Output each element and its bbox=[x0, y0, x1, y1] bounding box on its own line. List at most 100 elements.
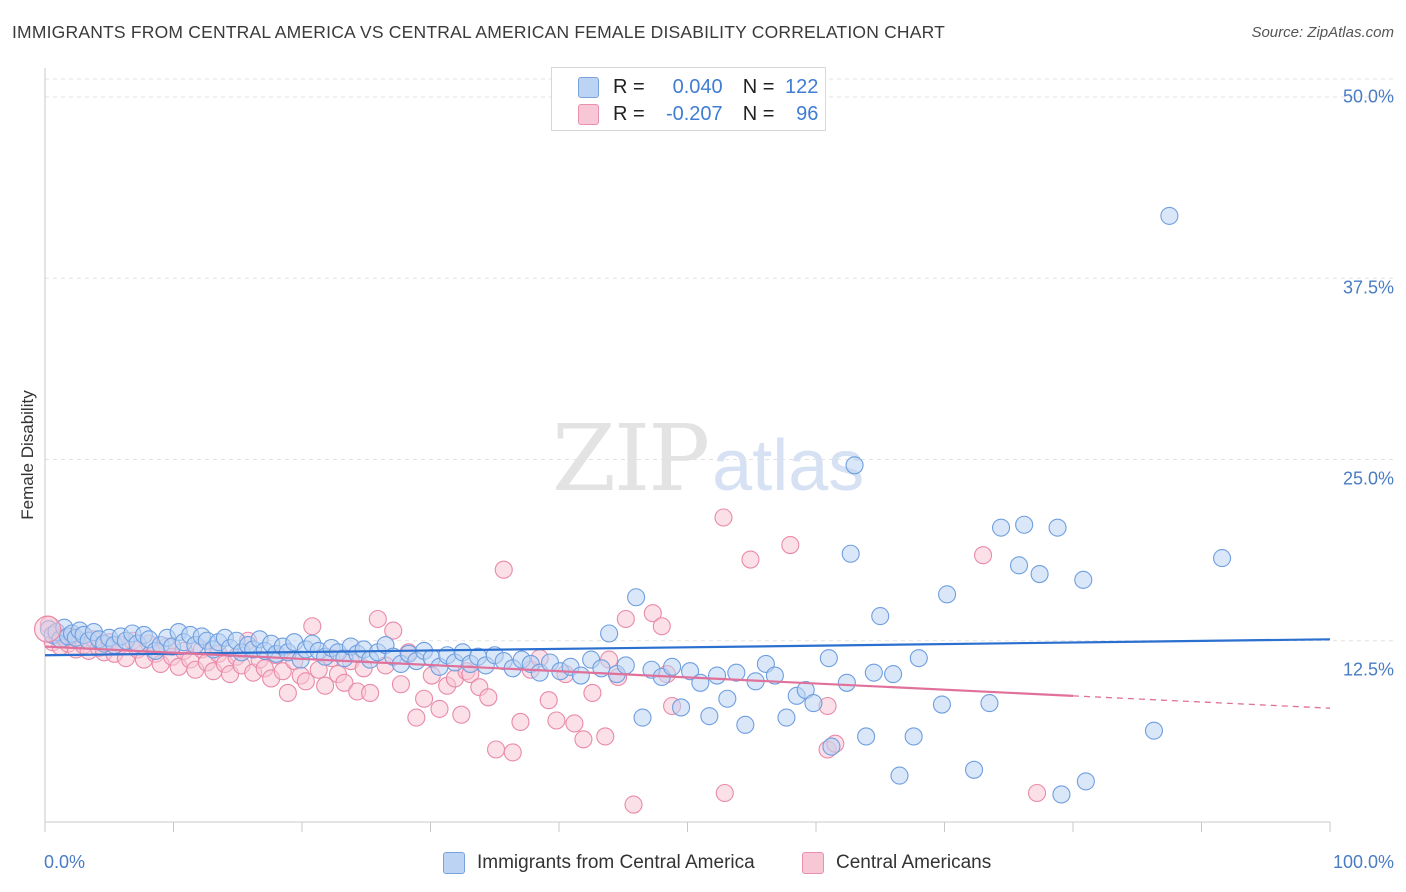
data-point-immigrants bbox=[991, 518, 1011, 537]
data-point-central-americans bbox=[741, 550, 760, 569]
correlation-legend: R = 0.040 N = 122 R = -0.207 N = 96 bbox=[551, 67, 826, 131]
data-point-immigrants bbox=[1052, 785, 1071, 804]
legend-n-label: N = bbox=[742, 102, 775, 125]
data-point-central-americans bbox=[624, 795, 643, 814]
data-point-immigrants bbox=[765, 666, 784, 685]
data-point-central-americans bbox=[407, 708, 426, 727]
data-point-immigrants bbox=[938, 585, 957, 604]
data-point-central-americans bbox=[596, 727, 615, 746]
data-point-immigrants bbox=[718, 689, 737, 708]
data-point-central-americans bbox=[278, 683, 297, 703]
data-point-immigrants bbox=[1030, 564, 1049, 584]
data-point-central-americans bbox=[415, 689, 434, 708]
data-point-immigrants bbox=[1144, 721, 1164, 740]
data-point-central-americans bbox=[452, 705, 471, 724]
source-label: Source: ZipAtlas.com bbox=[1251, 24, 1394, 41]
data-point-immigrants bbox=[1048, 518, 1067, 537]
data-point-central-americans bbox=[643, 604, 662, 623]
data-point-immigrants bbox=[681, 662, 700, 681]
series-legend-item-immigrants: Immigrants from Central America bbox=[443, 852, 755, 874]
data-point-immigrants bbox=[708, 666, 727, 685]
legend-row-blue: R = 0.040 N = 122 bbox=[578, 75, 818, 99]
chart-title: IMMIGRANTS FROM CENTRAL AMERICA VS CENTR… bbox=[12, 22, 946, 42]
x-tick-label-max: 100.0% bbox=[1332, 852, 1394, 872]
data-point-central-americans bbox=[574, 730, 593, 749]
legend-r-value: -0.207 bbox=[665, 102, 723, 125]
data-point-central-americans bbox=[273, 662, 292, 681]
data-point-immigrants bbox=[980, 694, 999, 713]
trend-line-immigrants bbox=[44, 638, 1331, 657]
legend-n-value: 122 bbox=[785, 75, 819, 98]
watermark-atlas: atlas bbox=[712, 426, 865, 506]
data-point-central-americans bbox=[503, 743, 522, 762]
series-legend-item-central-americans: Central Americans bbox=[802, 852, 991, 874]
legend-swatch-pink bbox=[578, 103, 599, 125]
data-point-immigrants bbox=[1015, 515, 1034, 534]
data-point-central-americans bbox=[361, 683, 380, 703]
data-point-immigrants bbox=[819, 649, 838, 668]
data-point-immigrants bbox=[841, 544, 860, 563]
data-point-central-americans bbox=[316, 676, 335, 695]
data-point-central-americans bbox=[511, 712, 530, 732]
data-point-central-americans bbox=[547, 711, 566, 730]
data-point-immigrants bbox=[804, 694, 823, 713]
data-point-central-americans bbox=[714, 508, 733, 527]
legend-n-value: 96 bbox=[796, 102, 819, 125]
series-legend-label: Central Americans bbox=[836, 852, 992, 873]
legend-row-pink: R = -0.207 N = 96 bbox=[578, 102, 818, 126]
data-point-immigrants bbox=[600, 624, 619, 643]
legend-r-label: R = bbox=[613, 75, 645, 98]
trend-line-central-americans bbox=[44, 645, 1074, 697]
data-point-immigrants bbox=[845, 456, 864, 475]
data-point-central-americans bbox=[391, 675, 410, 694]
data-point-immigrants bbox=[1074, 570, 1093, 589]
legend-r-label: R = bbox=[613, 102, 645, 125]
series-legend-label: Immigrants from Central America bbox=[477, 852, 755, 873]
series-swatch-pink bbox=[802, 852, 824, 874]
data-point-central-americans bbox=[430, 699, 449, 718]
data-point-immigrants bbox=[857, 727, 876, 746]
data-point-immigrants bbox=[904, 727, 923, 746]
legend-n-label: N = bbox=[742, 75, 775, 98]
data-point-central-americans bbox=[384, 621, 403, 640]
data-point-immigrants bbox=[700, 707, 719, 726]
data-point-immigrants bbox=[1009, 556, 1029, 575]
data-point-immigrants bbox=[777, 708, 796, 727]
data-point-immigrants bbox=[871, 607, 890, 626]
data-point-central-americans bbox=[616, 609, 635, 629]
data-point-immigrants bbox=[1076, 772, 1095, 791]
data-point-immigrants bbox=[890, 766, 909, 785]
data-point-central-americans bbox=[973, 546, 993, 565]
x-tick-label-min: 0.0% bbox=[44, 852, 86, 872]
watermark-zip: ZIP bbox=[552, 405, 710, 512]
data-point-central-americans bbox=[486, 740, 506, 759]
data-point-immigrants bbox=[672, 698, 691, 717]
data-point-central-americans bbox=[781, 535, 800, 555]
data-point-immigrants bbox=[837, 673, 856, 692]
data-point-central-americans bbox=[335, 673, 354, 692]
data-point-central-americans bbox=[296, 672, 315, 691]
data-point-central-americans bbox=[494, 560, 513, 579]
data-point-immigrants bbox=[633, 708, 652, 727]
data-point-immigrants bbox=[1213, 549, 1232, 568]
watermark: ZIPatlas bbox=[552, 405, 864, 512]
data-point-central-americans bbox=[33, 615, 62, 643]
data-point-central-americans bbox=[368, 609, 387, 629]
series-swatch-blue bbox=[443, 852, 465, 874]
y-tick-label: 25.0% bbox=[1342, 468, 1394, 489]
data-point-central-americans bbox=[565, 714, 584, 733]
data-point-immigrants bbox=[965, 760, 984, 779]
data-point-immigrants bbox=[736, 715, 755, 734]
data-point-central-americans bbox=[652, 617, 671, 636]
y-axis-label: Female Disability bbox=[18, 390, 37, 520]
trend-line-central-americans-extrapolated bbox=[1072, 695, 1331, 709]
data-point-immigrants bbox=[727, 663, 746, 682]
data-point-immigrants bbox=[663, 657, 682, 676]
data-point-immigrants bbox=[616, 656, 635, 675]
data-point-immigrants bbox=[932, 695, 951, 714]
data-point-immigrants bbox=[627, 588, 646, 607]
data-point-central-americans bbox=[479, 688, 498, 707]
data-point-immigrants bbox=[864, 663, 883, 682]
data-point-immigrants bbox=[884, 665, 903, 684]
